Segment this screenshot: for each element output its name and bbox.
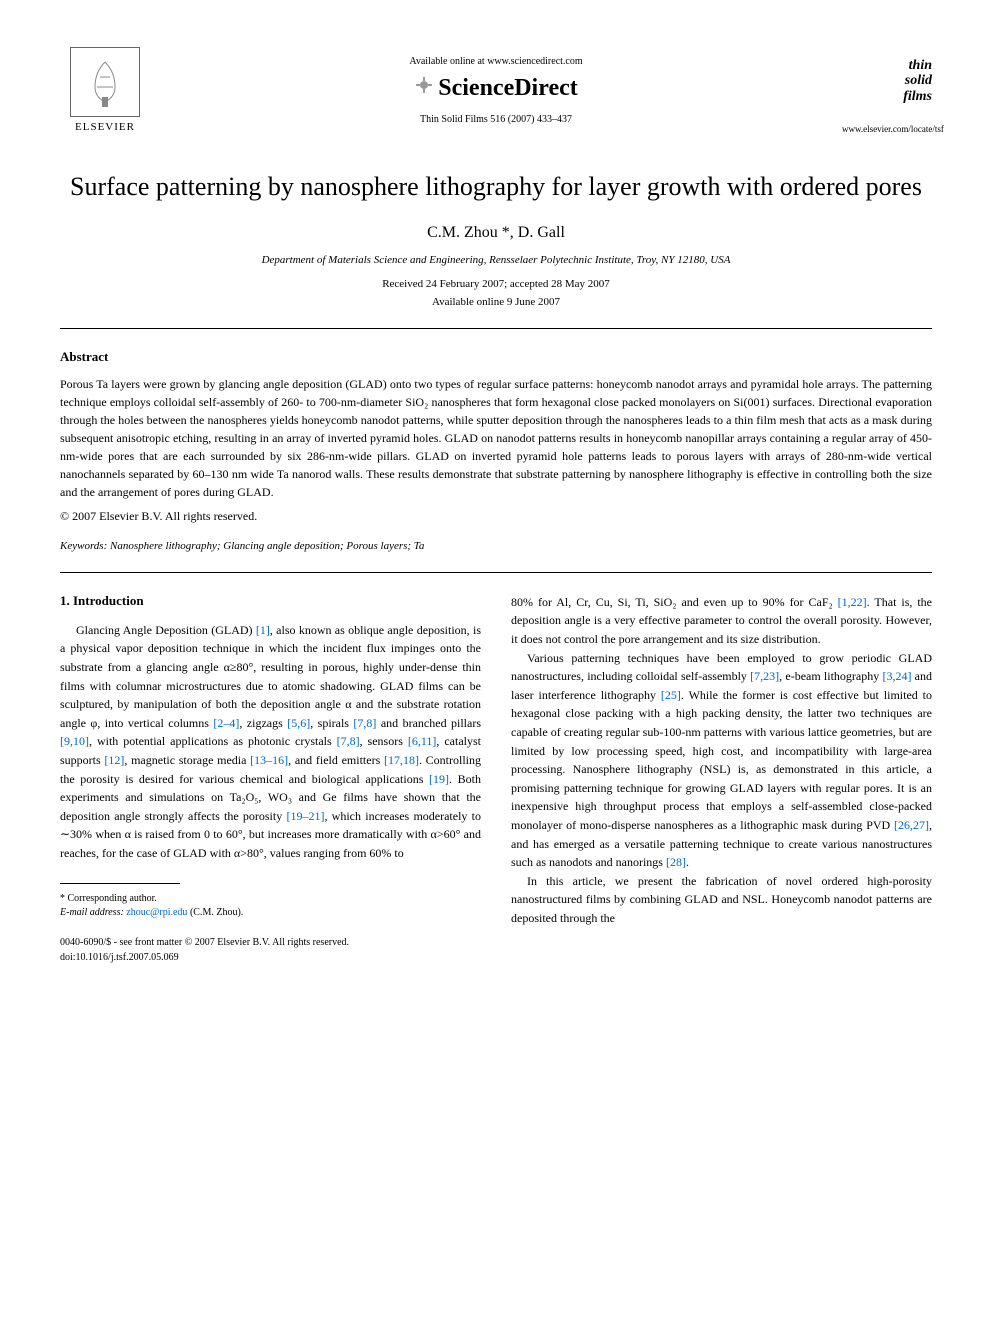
journal-name-line3: films xyxy=(903,89,932,104)
journal-url: www.elsevier.com/locate/tsf xyxy=(842,124,932,134)
introduction-heading: 1. Introduction xyxy=(60,593,481,609)
available-date: Available online 9 June 2007 xyxy=(60,296,932,308)
sd-bullet-icon xyxy=(414,75,434,102)
ref-link-12[interactable]: [19–21] xyxy=(286,809,324,823)
ref-link-13[interactable]: [1,22] xyxy=(838,595,867,609)
elsevier-tree-icon xyxy=(70,47,140,117)
left-column: 1. Introduction Glancing Angle Depositio… xyxy=(60,593,481,964)
email-note: E-mail address: zhouc@rpi.edu (C.M. Zhou… xyxy=(60,906,481,920)
body-columns: 1. Introduction Glancing Angle Depositio… xyxy=(60,593,932,964)
keywords: Keywords: Nanosphere lithography; Glanci… xyxy=(60,540,932,552)
keywords-text: Nanosphere lithography; Glancing angle d… xyxy=(110,540,424,552)
available-online-text: Available online at www.sciencedirect.co… xyxy=(150,56,842,67)
ref-link-4[interactable]: [7,8] xyxy=(353,716,376,730)
authors: C.M. Zhou *, D. Gall xyxy=(60,224,932,242)
copyright-text: © 2007 Elsevier B.V. All rights reserved… xyxy=(60,509,932,524)
email-link[interactable]: zhouc@rpi.edu xyxy=(126,907,187,918)
ref-link-3[interactable]: [5,6] xyxy=(287,716,310,730)
sciencedirect-logo: ScienceDirect xyxy=(414,75,578,102)
ref-link-15[interactable]: [3,24] xyxy=(882,669,911,683)
ref-link-16[interactable]: [25] xyxy=(661,688,681,702)
right-column: 80% for Al, Cr, Cu, Si, Ti, SiO₂ and eve… xyxy=(511,593,932,964)
ref-link-8[interactable]: [12] xyxy=(104,753,124,767)
intro-paragraph-1-cont: 80% for Al, Cr, Cu, Si, Ti, SiO₂ and eve… xyxy=(511,593,932,649)
header-row: ELSEVIER Available online at www.science… xyxy=(60,40,932,140)
sciencedirect-text: ScienceDirect xyxy=(438,75,578,102)
journal-logo-box: thin solid films xyxy=(842,46,932,116)
footer-issn: 0040-6090/$ - see front matter © 2007 El… xyxy=(60,936,481,949)
intro-paragraph-2: Various patterning techniques have been … xyxy=(511,649,932,872)
divider-top xyxy=(60,328,932,329)
abstract-text: Porous Ta layers were grown by glancing … xyxy=(60,375,932,501)
ref-link-2[interactable]: [2–4] xyxy=(213,716,239,730)
ref-link-17[interactable]: [26,27] xyxy=(894,818,929,832)
elsevier-logo: ELSEVIER xyxy=(60,40,150,140)
journal-name-line1: thin xyxy=(909,58,932,73)
article-title: Surface patterning by nanosphere lithogr… xyxy=(60,170,932,204)
divider-bottom xyxy=(60,572,932,573)
ref-link-11[interactable]: [19] xyxy=(429,772,449,786)
keywords-label: Keywords: xyxy=(60,540,107,552)
ref-link-10[interactable]: [17,18] xyxy=(384,753,419,767)
elsevier-text: ELSEVIER xyxy=(75,121,135,133)
email-label: E-mail address: xyxy=(60,907,124,918)
corresponding-author-note: * Corresponding author. xyxy=(60,892,481,906)
journal-name-line2: solid xyxy=(905,73,932,88)
ref-link-5[interactable]: [9,10] xyxy=(60,734,89,748)
affiliation: Department of Materials Science and Engi… xyxy=(60,254,932,266)
intro-paragraph-1: Glancing Angle Deposition (GLAD) [1], al… xyxy=(60,621,481,863)
ref-link-18[interactable]: [28] xyxy=(666,855,686,869)
center-header: Available online at www.sciencedirect.co… xyxy=(150,56,842,125)
ref-link-7[interactable]: [6,11] xyxy=(408,734,437,748)
received-date: Received 24 February 2007; accepted 28 M… xyxy=(60,278,932,290)
journal-logo: thin solid films www.elsevier.com/locate… xyxy=(842,46,932,134)
journal-reference: Thin Solid Films 516 (2007) 433–437 xyxy=(150,114,842,125)
intro-paragraph-3: In this article, we present the fabricat… xyxy=(511,872,932,928)
ref-link-9[interactable]: [13–16] xyxy=(250,753,288,767)
abstract-heading: Abstract xyxy=(60,349,932,365)
email-suffix: (C.M. Zhou). xyxy=(190,907,243,918)
footer-doi: doi:10.1016/j.tsf.2007.05.069 xyxy=(60,951,481,964)
footnote-divider xyxy=(60,883,180,884)
ref-link-6[interactable]: [7,8] xyxy=(337,734,360,748)
ref-link-14[interactable]: [7,23] xyxy=(750,669,779,683)
ref-link-1[interactable]: [1] xyxy=(256,623,270,637)
